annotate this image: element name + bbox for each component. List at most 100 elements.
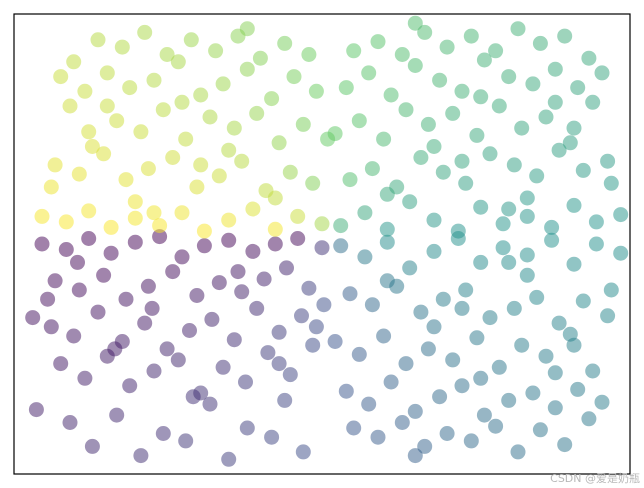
scatter-point (613, 207, 629, 223)
scatter-point (333, 238, 349, 254)
scatter-point (488, 43, 504, 59)
scatter-point (501, 254, 517, 270)
scatter-point (107, 341, 123, 357)
scatter-point (170, 54, 186, 70)
scatter-point (146, 205, 162, 221)
scatter-point (394, 47, 410, 62)
scatter-point (506, 300, 522, 316)
scatter-point (43, 179, 59, 195)
scatter-point (230, 264, 246, 280)
scatter-point (519, 190, 535, 206)
scatter-point (146, 363, 162, 379)
scatter-point (308, 319, 324, 335)
scatter-point (594, 65, 610, 81)
scatter-point (239, 420, 255, 436)
scatter-point (58, 242, 74, 257)
scatter-point (547, 365, 563, 381)
scatter-point (473, 89, 489, 105)
scatter-point (566, 337, 582, 353)
scatter-point (432, 72, 448, 88)
scatter-point (450, 223, 466, 239)
scatter-point (256, 271, 272, 287)
scatter-point (398, 102, 414, 118)
scatter-point (547, 61, 563, 77)
scatter-point (62, 415, 78, 430)
scatter-point (351, 346, 367, 362)
scatter-point (34, 236, 50, 252)
scatter-point (221, 232, 237, 248)
scatter-point (514, 120, 530, 136)
scatter-point (118, 291, 134, 307)
scatter-point (295, 116, 311, 132)
scatter-point (501, 392, 517, 408)
scatter-point (454, 153, 470, 169)
scatter-point (174, 249, 190, 265)
scatter-point (476, 407, 492, 423)
scatter-point (137, 315, 153, 331)
scatter-point (379, 234, 395, 250)
scatter-point (351, 113, 367, 129)
scatter-point (420, 341, 436, 357)
scatter-point (501, 201, 517, 217)
scatter-point (547, 94, 563, 110)
scatter-point (221, 451, 237, 467)
scatter-point (551, 315, 567, 331)
scatter-point (90, 32, 106, 48)
scatter-point (603, 175, 619, 191)
scatter-point (127, 210, 143, 226)
scatter-point (159, 47, 175, 62)
scatter-point (327, 334, 343, 349)
scatter-point (174, 205, 190, 221)
scatter-point (144, 300, 160, 316)
scatter-point (562, 135, 578, 151)
scatter-point (25, 310, 41, 326)
scatter-point (165, 150, 181, 165)
scatter-point (103, 219, 119, 235)
scatter-point (316, 297, 332, 313)
scatter-point (407, 58, 423, 73)
scatter-point (570, 381, 586, 397)
scatter-point (402, 260, 418, 276)
scatter-point (379, 186, 395, 202)
scatter-point (234, 284, 250, 300)
scatter-point (202, 109, 218, 125)
scatter-point (271, 135, 287, 151)
scatter-point (473, 370, 489, 386)
scatter-point (314, 216, 330, 232)
scatter-point (122, 378, 138, 394)
scatter-point (290, 208, 306, 224)
scatter-point (394, 415, 410, 430)
scatter-point (594, 394, 610, 410)
scatter-point (43, 319, 59, 335)
scatter-point (140, 161, 156, 177)
scatter-point (338, 80, 354, 96)
scatter-point (525, 385, 541, 401)
scatter-point (570, 80, 586, 96)
scatter-point (267, 221, 283, 237)
scatter-point (215, 359, 231, 375)
scatter-point (305, 175, 321, 191)
scatter-point (53, 69, 69, 85)
scatter-point (226, 332, 242, 348)
scatter-point (588, 236, 604, 252)
scatter-point (476, 52, 492, 68)
scatter-point (301, 47, 317, 62)
scatter-point (178, 131, 194, 147)
scatter-point (183, 32, 199, 48)
scatter-point (185, 389, 201, 405)
scatter-point (600, 153, 616, 169)
scatter-point (238, 374, 253, 390)
scatter-point (519, 208, 535, 224)
scatter-point (491, 359, 507, 375)
scatter-point (40, 291, 56, 307)
scatter-point (454, 378, 470, 394)
scatter-point (551, 142, 567, 158)
scatter-point (458, 282, 474, 298)
scatter-point (66, 328, 82, 344)
scatter-point (77, 83, 93, 99)
scatter-point (529, 168, 545, 184)
scatter-point (357, 205, 373, 221)
scatter-point (342, 172, 358, 188)
scatter-point (277, 35, 293, 51)
